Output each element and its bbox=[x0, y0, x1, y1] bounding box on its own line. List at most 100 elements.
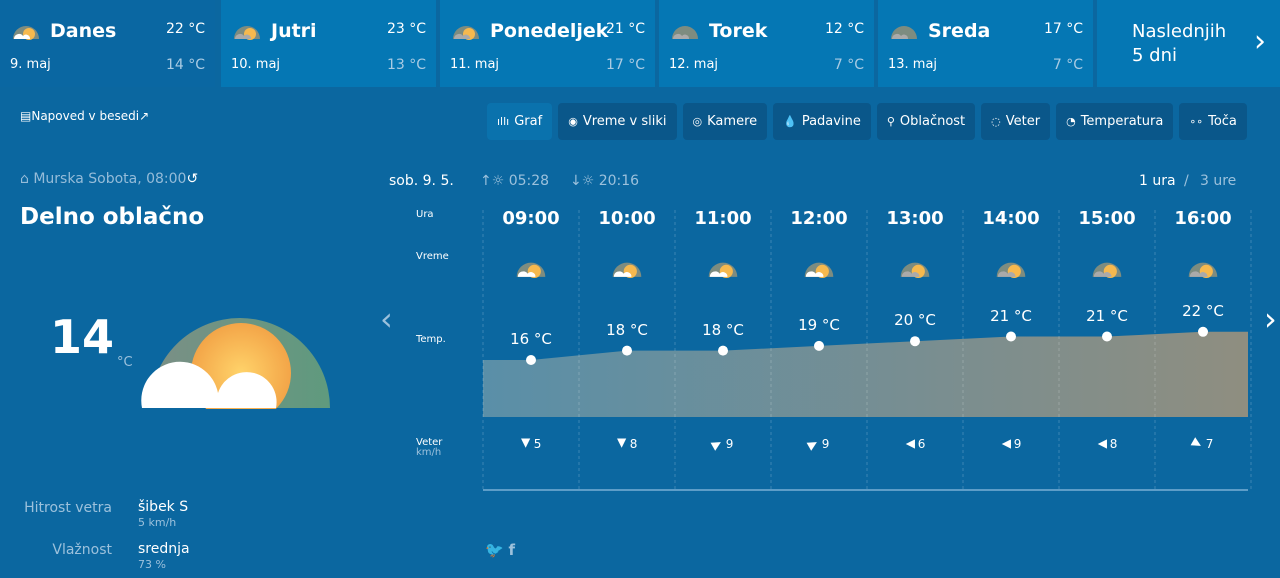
tab-label: Temperatura bbox=[1080, 114, 1164, 129]
cloudy-sun-icon bbox=[867, 256, 963, 278]
wind-cell: ▲ 7 bbox=[1155, 436, 1251, 452]
tab-label: Padavine bbox=[801, 114, 861, 129]
chevron-right-icon: › bbox=[1254, 24, 1266, 59]
temp-point[interactable] bbox=[1102, 331, 1112, 342]
day-name: Danes bbox=[50, 20, 117, 42]
day-tab-4[interactable]: Sreda 17 °C 13. maj 7 °C bbox=[878, 0, 1093, 87]
camera-icon: ◎ bbox=[692, 115, 703, 128]
temp-point[interactable] bbox=[1198, 326, 1208, 337]
bar-chart-icon: ıllı bbox=[497, 115, 510, 128]
temp-point[interactable] bbox=[1006, 331, 1016, 342]
next-5-days[interactable]: Naslednjih 5 dni › bbox=[1097, 0, 1280, 87]
tab-padavine[interactable]: 💧 Padavine bbox=[773, 103, 871, 140]
wind-speed: 9 bbox=[821, 437, 830, 451]
condition: Delno oblačno bbox=[20, 204, 205, 230]
wind-cell: ▲ 6 bbox=[867, 437, 963, 451]
day-low: 7 °C bbox=[833, 57, 864, 73]
temp-label: 20 °C bbox=[894, 311, 936, 330]
tab-oblačnost[interactable]: ⚲ Oblačnost bbox=[876, 103, 976, 140]
cloudy-sun-icon bbox=[963, 256, 1059, 278]
day-name: Torek bbox=[709, 20, 768, 42]
facebook-icon[interactable]: f bbox=[508, 541, 515, 559]
sunrise: ↑☼ 05:28 bbox=[480, 173, 549, 189]
day-low: 14 °C bbox=[165, 57, 205, 73]
wind-cell: ▲ 9 bbox=[675, 437, 771, 452]
external-link-icon: ↗ bbox=[139, 109, 150, 123]
wind-arrow-icon: ▲ bbox=[1094, 439, 1109, 449]
tab-label: Vreme v sliki bbox=[582, 114, 667, 129]
wind-speed: 5 bbox=[533, 437, 542, 451]
wind-cell: ▲ 9 bbox=[771, 437, 867, 452]
hour-label: 09:00 bbox=[502, 208, 560, 229]
refresh-icon[interactable]: ↺ bbox=[186, 171, 199, 187]
text-forecast-link[interactable]: ▤Napoved v besedi↗ bbox=[20, 109, 150, 123]
sunset: ↓☼ 20:16 bbox=[570, 173, 639, 189]
tab-label: Graf bbox=[514, 114, 543, 129]
wind-speed: 7 bbox=[1205, 437, 1214, 451]
row-label-temp: Temp. bbox=[416, 334, 446, 345]
tab-kamere[interactable]: ◎ Kamere bbox=[682, 103, 768, 140]
partly-cloudy-icon bbox=[13, 26, 39, 40]
temp-label: 21 °C bbox=[990, 306, 1032, 325]
wind-arrow-icon: ▲ bbox=[520, 437, 530, 451]
wind-arrow-icon: ▲ bbox=[1188, 436, 1206, 452]
prev-arrow[interactable]: ‹ bbox=[380, 300, 393, 338]
temp-unit: °C bbox=[117, 355, 133, 370]
sunrise-time: 05:28 bbox=[508, 173, 550, 189]
share: 🐦 f bbox=[485, 541, 515, 559]
day-tabs: Danes 22 °C 9. maj 14 °C Jutri 23 °C 10.… bbox=[0, 0, 1280, 87]
wind-cell: ▲ 8 bbox=[579, 437, 675, 451]
tab-vreme-v-sliki[interactable]: ◉ Vreme v sliki bbox=[558, 103, 677, 140]
day-name: Jutri bbox=[271, 20, 317, 42]
wind-speed: 6 bbox=[917, 437, 926, 451]
day-low: 7 °C bbox=[1052, 57, 1083, 73]
wind-speed: 9 bbox=[1013, 437, 1022, 451]
forecast-date: sob. 9. 5. bbox=[389, 173, 454, 189]
hour-label: 14:00 bbox=[982, 208, 1040, 229]
location-time: Murska Sobota, 08:00 bbox=[33, 171, 187, 187]
thermometer-icon: ◔ bbox=[1066, 115, 1076, 128]
row-label-wind: Veter bbox=[416, 437, 443, 448]
partly-cloudy-icon bbox=[483, 256, 579, 278]
hour-label: 12:00 bbox=[790, 208, 848, 229]
wind-cell: ▲ 8 bbox=[1059, 437, 1155, 451]
day-low: 17 °C bbox=[605, 57, 645, 73]
tab-graf[interactable]: ıllı Graf bbox=[487, 103, 553, 140]
day-high: 12 °C bbox=[824, 21, 864, 37]
tab-toča[interactable]: ∘∘ Toča bbox=[1179, 103, 1247, 140]
day-tab-3[interactable]: Torek 12 °C 12. maj 7 °C bbox=[659, 0, 874, 87]
view-tabs: ıllı Graf ◉ Vreme v sliki ◎ Kamere 💧 Padavine ⚲ O… bbox=[487, 103, 1247, 140]
sunset-icon: ↓☼ bbox=[570, 173, 599, 189]
day-tab-0[interactable]: Danes 22 °C 9. maj 14 °C bbox=[0, 0, 215, 87]
temp-point[interactable] bbox=[814, 340, 824, 351]
temperature-area bbox=[483, 331, 1248, 417]
row-label-hour: Ura bbox=[416, 209, 434, 220]
overcast-icon bbox=[891, 26, 917, 39]
temp-point[interactable] bbox=[910, 336, 920, 347]
temp-point[interactable] bbox=[526, 355, 536, 365]
day-name: Sreda bbox=[928, 20, 991, 42]
row-label-weather: Vreme bbox=[416, 251, 449, 262]
temp-point[interactable] bbox=[718, 345, 728, 356]
res-1h[interactable]: 1 ura bbox=[1139, 173, 1176, 189]
temp-label: 18 °C bbox=[702, 320, 744, 339]
day-tab-1[interactable]: Jutri 23 °C 10. maj 13 °C bbox=[221, 0, 436, 87]
tab-veter[interactable]: ◌ Veter bbox=[981, 103, 1051, 140]
text-forecast-label: Napoved v besedi bbox=[31, 109, 140, 123]
hail-icon: ∘∘ bbox=[1189, 115, 1204, 128]
cloudy-sun-icon bbox=[453, 26, 479, 40]
day-low: 13 °C bbox=[386, 57, 426, 73]
cloudy-sun-icon bbox=[1059, 256, 1155, 278]
day-tab-2[interactable]: Ponedeljek 21 °C 11. maj 17 °C bbox=[440, 0, 655, 87]
next-arrow[interactable]: › bbox=[1264, 300, 1277, 338]
twitter-icon[interactable]: 🐦 bbox=[485, 541, 504, 559]
wind-cell: ▲ 9 bbox=[963, 437, 1059, 451]
tab-temperatura[interactable]: ◔ Temperatura bbox=[1056, 103, 1174, 140]
temp-point[interactable] bbox=[622, 345, 632, 356]
wind-icon: ◌ bbox=[991, 115, 1001, 128]
wind-label: Hitrost vetra bbox=[24, 500, 112, 516]
temp-label: 19 °C bbox=[798, 315, 840, 334]
res-3h[interactable]: 3 ure bbox=[1200, 173, 1237, 189]
overcast-icon bbox=[672, 26, 698, 39]
wind-arrow-icon: ▲ bbox=[902, 439, 917, 449]
